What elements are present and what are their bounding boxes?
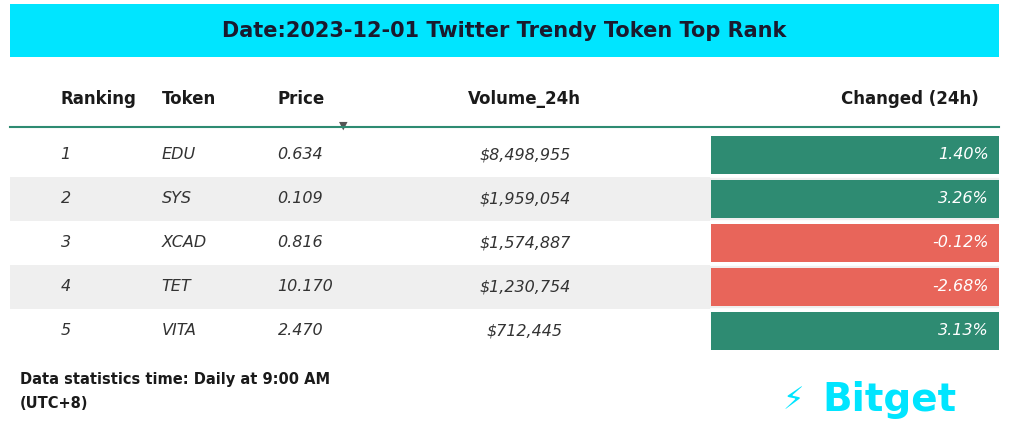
Text: XCAD: XCAD <box>161 235 207 250</box>
Text: 2: 2 <box>61 191 71 206</box>
Text: 2.470: 2.470 <box>277 323 323 338</box>
Text: $1,230,754: $1,230,754 <box>479 279 570 294</box>
Text: 5: 5 <box>61 323 71 338</box>
Text: ⚡: ⚡ <box>782 386 803 415</box>
Text: Token: Token <box>161 90 216 108</box>
Text: $1,959,054: $1,959,054 <box>479 191 570 206</box>
Text: Ranking: Ranking <box>61 90 136 108</box>
Text: 1: 1 <box>61 147 71 162</box>
Text: Changed (24h): Changed (24h) <box>840 90 979 108</box>
Text: $8,498,955: $8,498,955 <box>479 147 570 162</box>
Bar <box>711 312 999 350</box>
Text: 4: 4 <box>61 279 71 294</box>
Text: 3: 3 <box>61 235 71 250</box>
Bar <box>10 309 999 353</box>
Bar <box>10 4 999 57</box>
Text: $1,574,887: $1,574,887 <box>479 235 570 250</box>
Text: -2.68%: -2.68% <box>932 279 989 294</box>
Text: Price: Price <box>277 90 325 108</box>
Bar <box>10 177 999 221</box>
Text: 0.816: 0.816 <box>277 235 323 250</box>
Text: 10.170: 10.170 <box>277 279 333 294</box>
Text: 0.634: 0.634 <box>277 147 323 162</box>
Bar <box>711 180 999 218</box>
Text: Data statistics time: Daily at 9:00 AM
(UTC+8): Data statistics time: Daily at 9:00 AM (… <box>20 372 330 411</box>
Bar <box>711 224 999 262</box>
Bar <box>711 268 999 306</box>
Text: TET: TET <box>161 279 191 294</box>
Bar <box>10 265 999 309</box>
Text: 3.13%: 3.13% <box>938 323 989 338</box>
Text: Date:2023-12-01 Twitter Trendy Token Top Rank: Date:2023-12-01 Twitter Trendy Token Top… <box>222 21 787 41</box>
Bar <box>10 133 999 177</box>
Bar <box>711 136 999 174</box>
Text: 1.40%: 1.40% <box>938 147 989 162</box>
Text: Volume_24h: Volume_24h <box>468 90 581 108</box>
Text: 3.26%: 3.26% <box>938 191 989 206</box>
Bar <box>10 221 999 265</box>
Text: EDU: EDU <box>161 147 196 162</box>
Text: VITA: VITA <box>161 323 197 338</box>
Text: $712,445: $712,445 <box>486 323 563 338</box>
Text: -0.12%: -0.12% <box>932 235 989 250</box>
Text: SYS: SYS <box>161 191 192 206</box>
Text: 0.109: 0.109 <box>277 191 323 206</box>
Text: Bitget: Bitget <box>822 381 957 419</box>
Text: ▼: ▼ <box>339 121 347 130</box>
